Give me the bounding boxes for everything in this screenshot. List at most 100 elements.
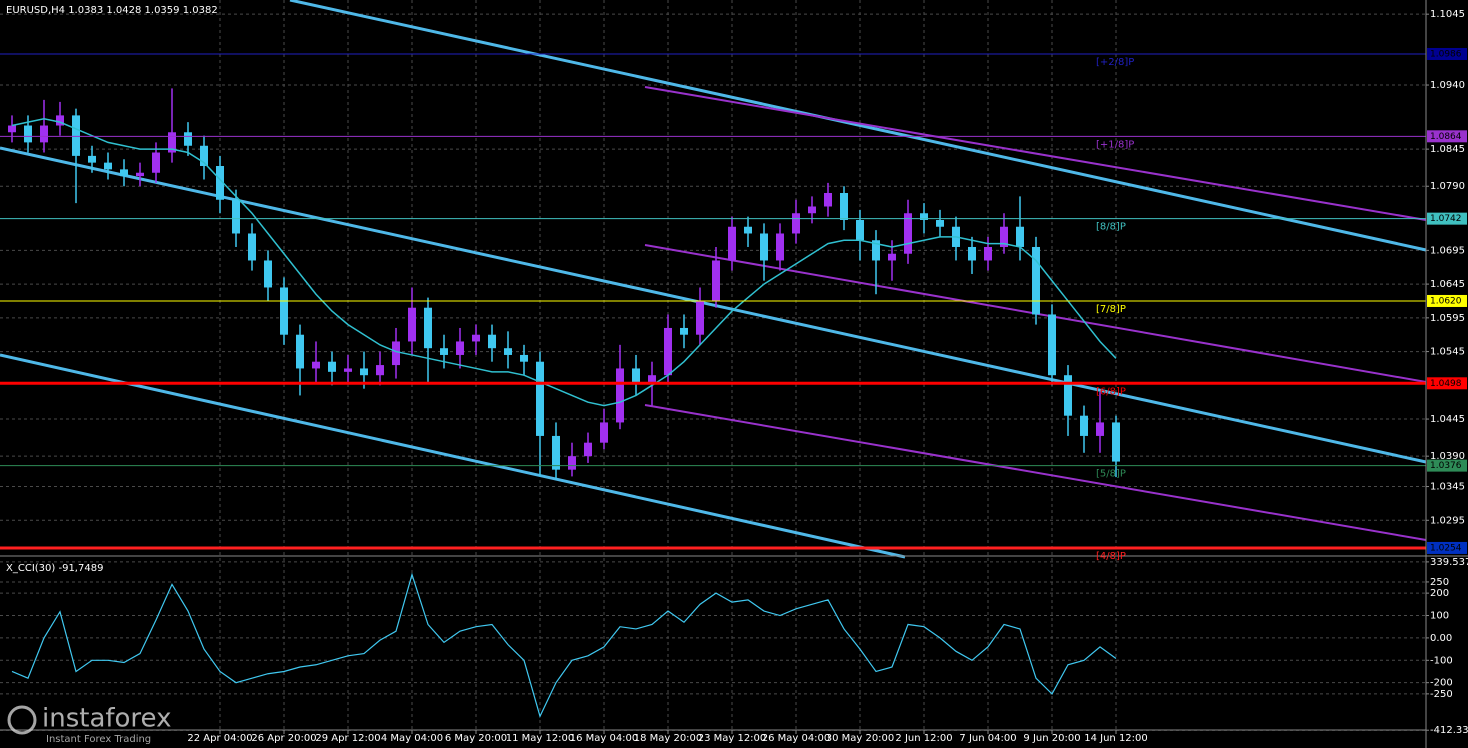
candle-body bbox=[504, 348, 512, 355]
y-tick-label: 1.0595 bbox=[1430, 313, 1465, 324]
y-tick-label: 1.0545 bbox=[1430, 347, 1465, 358]
y-tick-label: -100 bbox=[1430, 655, 1453, 666]
candle-body bbox=[744, 226, 752, 234]
x-tick-label: 6 May 20:00 bbox=[445, 733, 507, 744]
candle-body bbox=[184, 132, 192, 146]
candle-body bbox=[936, 219, 944, 227]
level-price: 1.0742 bbox=[1430, 214, 1462, 224]
candle-body bbox=[760, 233, 768, 261]
candle-body bbox=[808, 206, 816, 214]
candle-body bbox=[664, 327, 672, 376]
x-tick-label: 26 May 04:00 bbox=[762, 733, 831, 744]
y-tick-label: 1.0295 bbox=[1430, 515, 1465, 526]
candle-body bbox=[104, 162, 112, 170]
candle-body bbox=[1096, 422, 1104, 436]
candle-body bbox=[200, 145, 208, 167]
candle-body bbox=[56, 115, 64, 126]
candle-body bbox=[72, 115, 80, 156]
level-name: [8/8]P bbox=[1096, 222, 1126, 233]
y-tick-label: -412.335 bbox=[1430, 725, 1468, 736]
candle-body bbox=[648, 375, 656, 382]
level-price-box bbox=[1427, 377, 1467, 390]
level-name: [4/8]P bbox=[1096, 551, 1126, 562]
candle-body bbox=[136, 172, 144, 177]
candle-body bbox=[248, 233, 256, 261]
candle-body bbox=[888, 253, 896, 261]
marks bbox=[0, 53, 1426, 718]
x-tick-label: 9 Jun 20:00 bbox=[1023, 733, 1080, 744]
brand: instaforex bbox=[42, 704, 171, 734]
level-name: [+2/8]P bbox=[1096, 57, 1134, 68]
y-tick-label: -250 bbox=[1430, 689, 1453, 700]
y-tick-label: 100 bbox=[1430, 611, 1449, 622]
candle-body bbox=[584, 442, 592, 457]
candle-body bbox=[120, 169, 128, 177]
regression-line bbox=[644, 86, 1427, 221]
x-tick-label: 26 Apr 20:00 bbox=[251, 733, 316, 744]
level-price: 1.0376 bbox=[1430, 461, 1462, 471]
candle-body bbox=[424, 307, 432, 349]
x-tick-label: 30 May 20:00 bbox=[826, 733, 895, 744]
y-tick-label: 1.0940 bbox=[1430, 80, 1465, 91]
candle-body bbox=[792, 213, 800, 234]
level-price: 1.0986 bbox=[1430, 49, 1462, 59]
candle-body bbox=[728, 226, 736, 261]
y-tick-label: 200 bbox=[1430, 588, 1449, 599]
candle-body bbox=[360, 368, 368, 376]
candle-body bbox=[536, 361, 544, 436]
candle-body bbox=[280, 287, 288, 335]
candle-body bbox=[632, 368, 640, 382]
candle-body bbox=[968, 246, 976, 261]
chart-title: EURUSD,H4 1.0383 1.0428 1.0359 1.0382 bbox=[6, 5, 218, 16]
candle-body bbox=[152, 152, 160, 173]
candle-body bbox=[616, 368, 624, 423]
candle-body bbox=[520, 354, 528, 362]
indicator-line bbox=[11, 572, 1117, 718]
candle-body bbox=[680, 327, 688, 335]
x-tick-label: 14 Jun 12:00 bbox=[1084, 733, 1148, 744]
candle-body bbox=[1032, 246, 1040, 315]
candle-body bbox=[168, 132, 176, 153]
y-tick-label: 250 bbox=[1430, 577, 1449, 588]
level-price: 1.0254 bbox=[1430, 543, 1462, 553]
level-name: [7/8]P bbox=[1096, 304, 1126, 315]
candle-body bbox=[920, 213, 928, 220]
candle-body bbox=[1112, 422, 1120, 462]
candle-body bbox=[472, 334, 480, 342]
level-price-box bbox=[1427, 459, 1467, 472]
level-price-box bbox=[1427, 130, 1467, 143]
candle-body bbox=[408, 307, 416, 342]
candle-body bbox=[328, 361, 336, 372]
y-tick-label: 1.1045 bbox=[1430, 9, 1465, 20]
moving-average bbox=[11, 118, 1117, 407]
level-price: 1.0620 bbox=[1430, 296, 1462, 306]
candle-body bbox=[904, 213, 912, 254]
candle-body bbox=[488, 334, 496, 349]
level-price-box bbox=[1427, 541, 1467, 554]
candle-body bbox=[712, 260, 720, 301]
x-tick-label: 23 May 12:00 bbox=[698, 733, 767, 744]
candle-body bbox=[392, 341, 400, 366]
candle-body bbox=[984, 246, 992, 261]
candle-body bbox=[1016, 226, 1024, 247]
candle-body bbox=[88, 155, 96, 163]
x-tick-label: 4 May 04:00 bbox=[381, 733, 443, 744]
level-name: [6/8]P bbox=[1096, 386, 1126, 397]
candle-body bbox=[24, 125, 32, 143]
candle-body bbox=[696, 300, 704, 335]
level-name: [5/8]P bbox=[1096, 469, 1126, 480]
level-price-box bbox=[1427, 294, 1467, 307]
regression-line bbox=[644, 404, 1427, 541]
channel-line bbox=[0, 353, 906, 559]
candle-body bbox=[552, 435, 560, 470]
candle-body bbox=[568, 456, 576, 470]
watermark: instaforex Instant Forex Trading bbox=[7, 704, 171, 745]
x-tick-label: 7 Jun 04:00 bbox=[959, 733, 1016, 744]
y-tick-label: 1.0390 bbox=[1430, 451, 1465, 462]
y-tick-label: 1.0790 bbox=[1430, 181, 1465, 192]
candle-body bbox=[856, 219, 864, 241]
candle-body bbox=[840, 192, 848, 220]
